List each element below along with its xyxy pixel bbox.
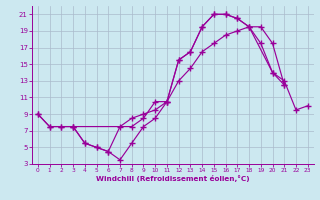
X-axis label: Windchill (Refroidissement éolien,°C): Windchill (Refroidissement éolien,°C) — [96, 175, 250, 182]
